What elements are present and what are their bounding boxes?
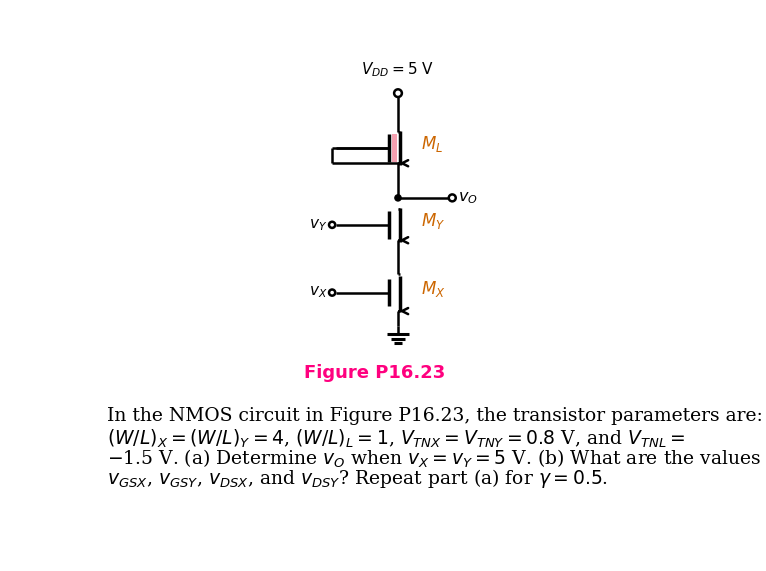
Bar <box>391 134 398 162</box>
Text: $v_Y$: $v_Y$ <box>309 217 328 232</box>
Text: $v_X$: $v_X$ <box>309 285 328 300</box>
Text: $V_{DD}=5\ \mathrm{V}$: $V_{DD}=5\ \mathrm{V}$ <box>362 61 434 79</box>
Text: $M_Y$: $M_Y$ <box>421 211 446 231</box>
Text: $(W/L)_X = (W/L)_Y = 4$, $(W/L)_L = 1$, $V_{TNX} = V_{TNY} = 0.8$ V, and $V_{TNL: $(W/L)_X = (W/L)_Y = 4$, $(W/L)_L = 1$, … <box>107 427 686 449</box>
Text: Figure P16.23: Figure P16.23 <box>304 364 445 381</box>
Text: $v_{GSX}$, $v_{GSY}$, $v_{DSX}$, and $v_{DSY}$? Repeat part (a) for $\gamma = 0.: $v_{GSX}$, $v_{GSY}$, $v_{DSX}$, and $v_… <box>107 468 608 490</box>
Text: $M_X$: $M_X$ <box>421 279 446 299</box>
Text: $v_O$: $v_O$ <box>458 190 478 206</box>
Bar <box>391 211 398 239</box>
Text: In the NMOS circuit in Figure P16.23, the transistor parameters are:: In the NMOS circuit in Figure P16.23, th… <box>107 407 763 425</box>
Text: $M_L$: $M_L$ <box>421 134 444 154</box>
Circle shape <box>395 195 401 201</box>
Bar <box>391 279 398 307</box>
Text: $-$1.5 V. (a) Determine $v_O$ when $v_X = v_Y = 5$ V. (b) What are the values of: $-$1.5 V. (a) Determine $v_O$ when $v_X … <box>107 447 766 470</box>
